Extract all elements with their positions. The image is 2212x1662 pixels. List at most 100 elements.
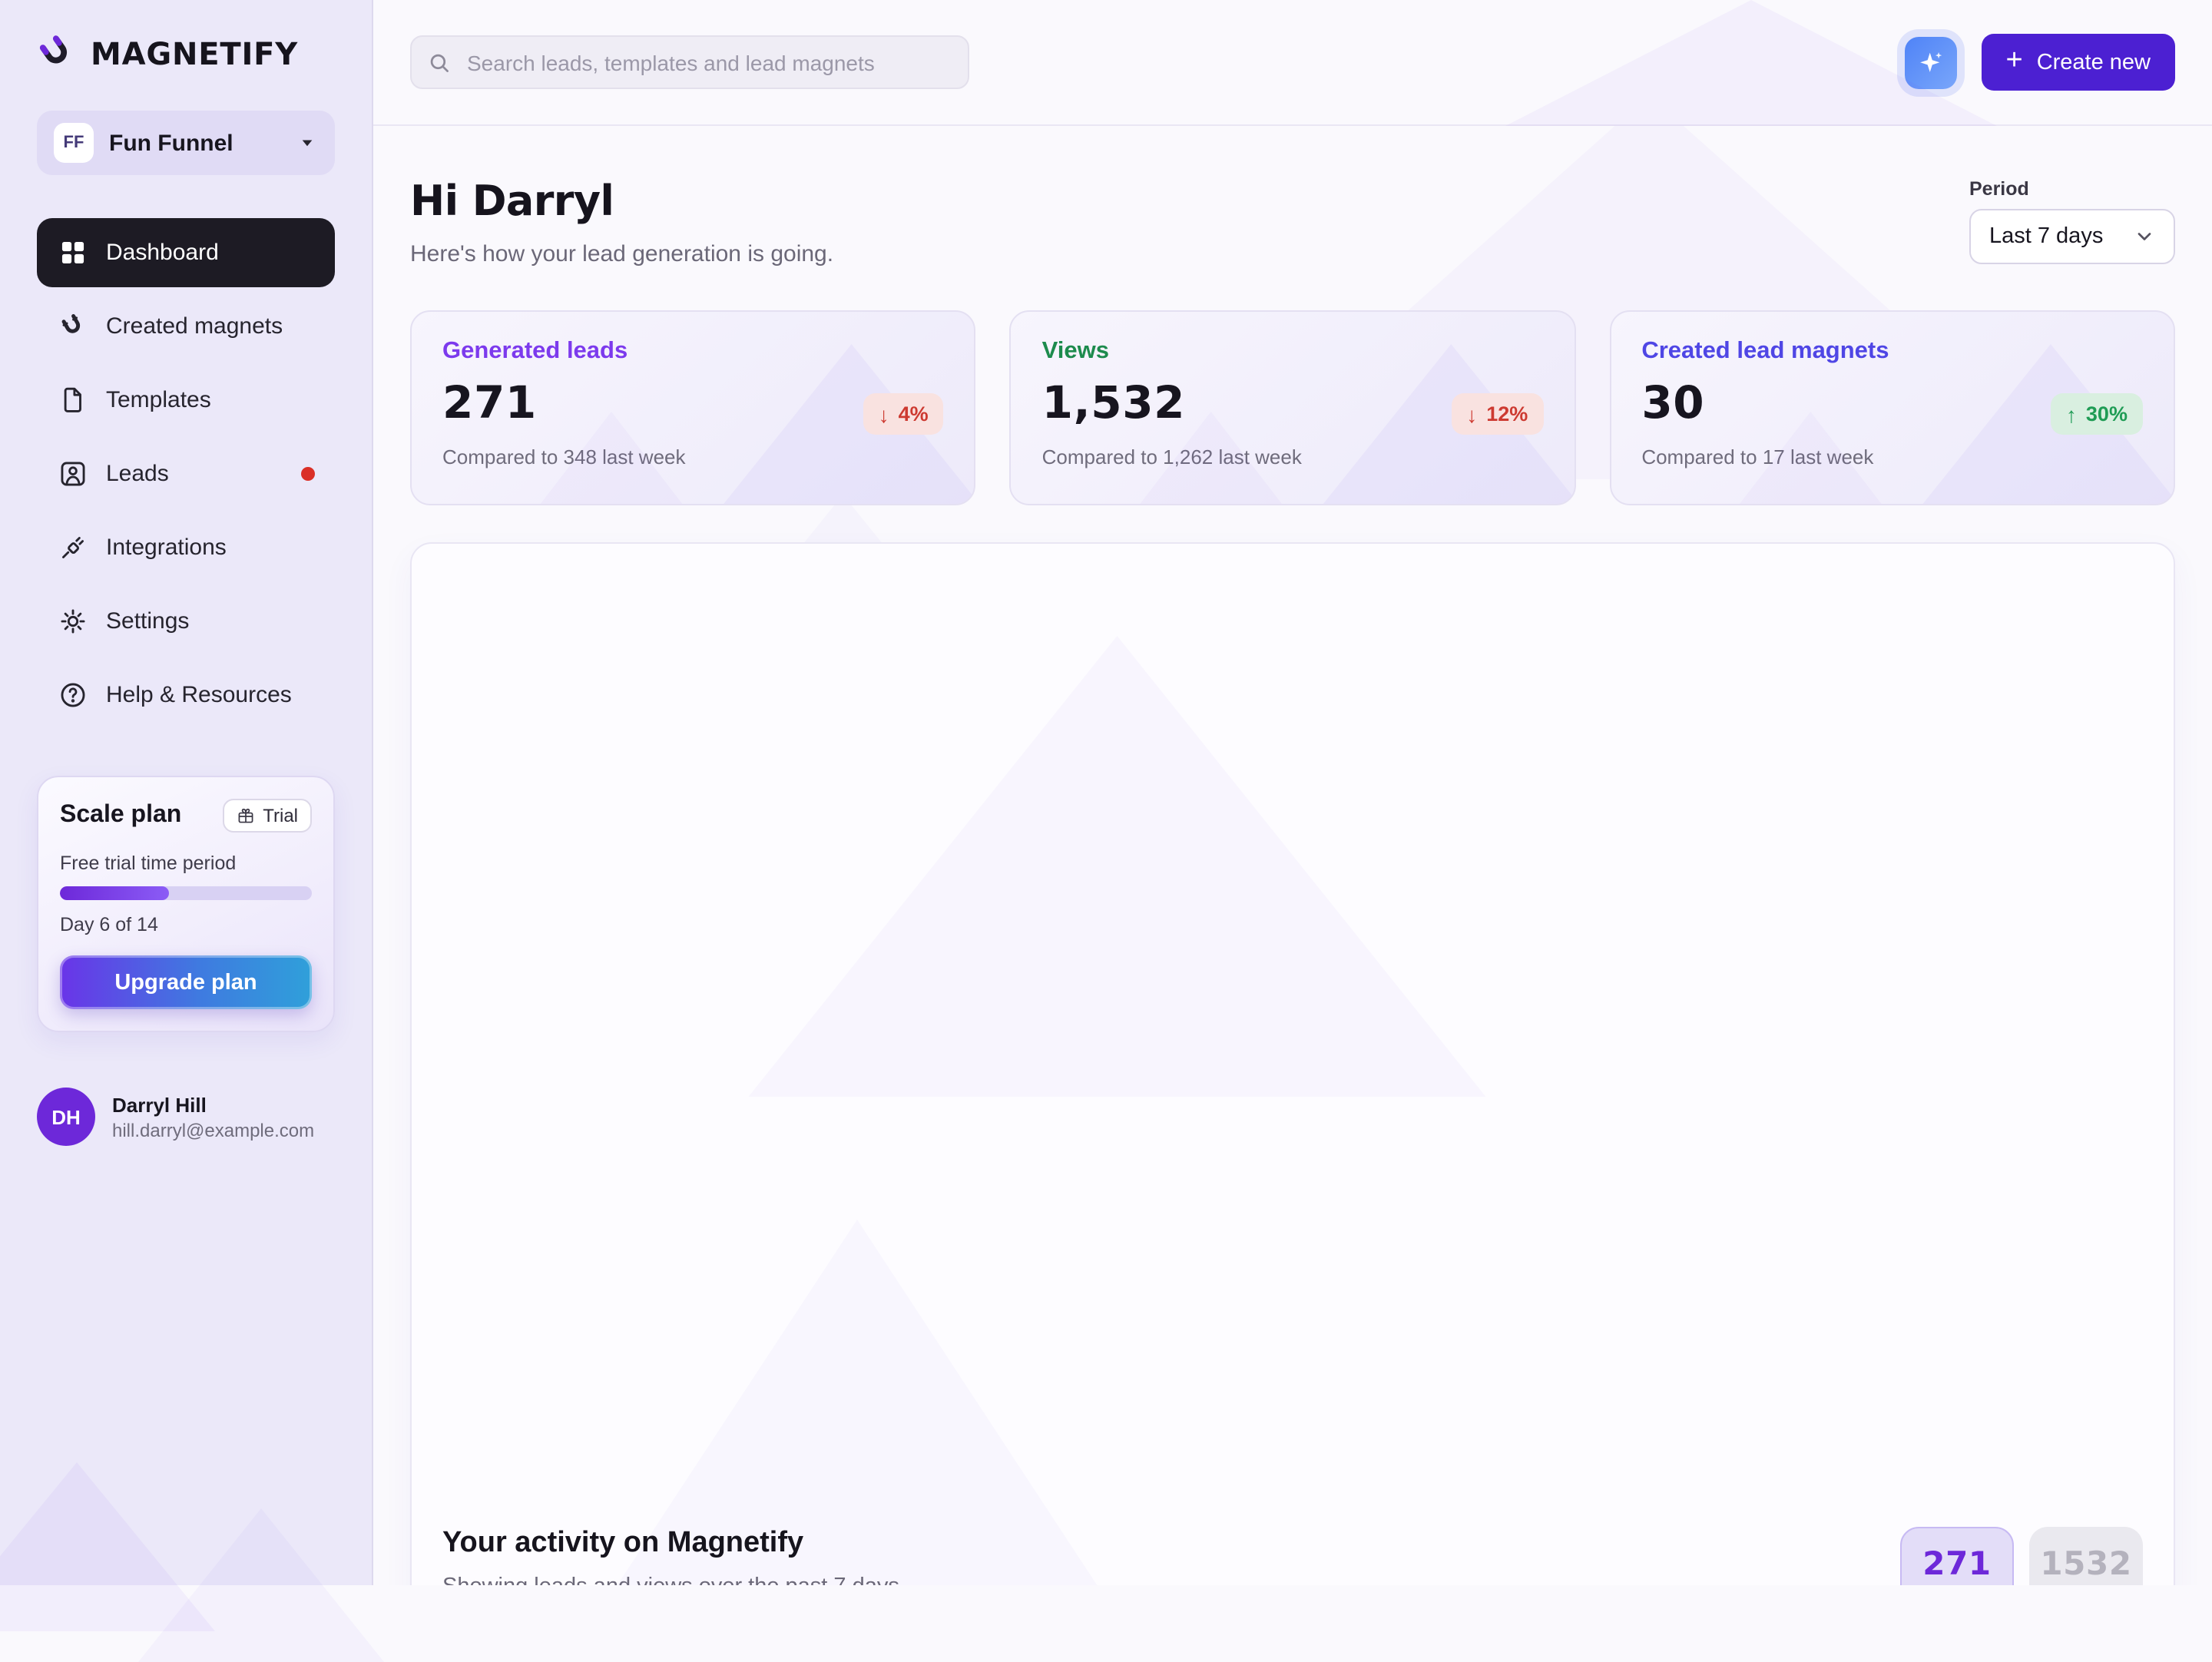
activity-chart-card: Your activity on Magnetify Showing leads… (410, 542, 2175, 1585)
trial-badge-label: Trial (263, 805, 298, 826)
period-label: Period (1969, 178, 2029, 200)
page-header: Hi Darryl Here's how your lead generatio… (410, 178, 2175, 267)
stat-card-views: Views 1,532 ↓ 12% Compared to 1,262 last… (1009, 310, 1576, 505)
app-logo: MAGNETIFY (37, 34, 335, 74)
main-area: + Create new Hi Darryl Here's how your l… (373, 0, 2212, 1585)
trial-badge: Trial (223, 799, 312, 833)
workspace-name: Fun Funnel (109, 130, 233, 156)
chevron-down-icon (296, 132, 318, 154)
gear-icon (57, 606, 88, 637)
topbar: + Create new (373, 0, 2212, 126)
stat-card-created-lead-magnets: Created lead magnets 30 ↑ 30% Compared t… (1609, 310, 2175, 505)
trial-progress-bar (60, 886, 312, 900)
plan-name: Scale plan (60, 802, 182, 828)
arrow-down-icon: ↓ (1466, 402, 1478, 426)
nav-label-help: Help & Resources (106, 682, 292, 708)
chart-series-toggles: 271 Leads 1532 Views (1900, 1527, 2143, 1585)
page-subtitle: Here's how your lead generation is going… (410, 241, 834, 267)
page-title: Hi Darryl (410, 178, 614, 226)
decorative-triangle (0, 1462, 215, 1631)
user-meta: Darryl Hill hill.darryl@example.com (112, 1093, 314, 1141)
sidebar: MAGNETIFY FF Fun Funnel Dashboard (0, 0, 384, 1662)
nav-label-integrations: Integrations (106, 535, 227, 561)
notification-dot (301, 467, 315, 481)
gift-icon (237, 806, 255, 825)
plus-icon: + (2005, 45, 2023, 77)
stat-value: 1,532 (1041, 376, 1186, 429)
leads-toggle-value: 271 (1922, 1545, 1992, 1582)
trial-progress-fill (60, 886, 169, 900)
stat-value: 30 (1641, 376, 1705, 429)
period-value: Last 7 days (1989, 224, 2104, 249)
stat-compare: Compared to 17 last week (1641, 445, 1874, 468)
id-card-icon (57, 459, 88, 489)
nav-label-leads: Leads (106, 461, 169, 487)
plug-icon (57, 532, 88, 563)
nav-label-dashboard: Dashboard (106, 240, 219, 266)
stat-card-generated-leads: Generated leads 271 ↓ 4% Compared to 348… (410, 310, 976, 505)
sidebar-item-dashboard[interactable]: Dashboard (37, 218, 335, 287)
app-window: MAGNETIFY FF Fun Funnel Dashboard (0, 0, 2212, 1585)
chart-title-block: Your activity on Magnetify Showing leads… (442, 1527, 906, 1585)
search-icon (427, 50, 452, 74)
stat-title: Generated leads (442, 338, 628, 364)
dashboard-content: Hi Darryl Here's how your lead generatio… (373, 126, 2212, 1585)
arrow-up-icon: ↑ (2065, 402, 2077, 426)
trial-period-label: Free trial time period (60, 853, 237, 874)
search-input[interactable] (464, 48, 952, 76)
chart-header: Your activity on Magnetify Showing leads… (442, 1527, 2143, 1585)
sidebar-item-help[interactable]: Help & Resources (37, 660, 335, 730)
trial-plan-card: Scale plan Trial Free trial time period (37, 776, 335, 1032)
nav-label-settings: Settings (106, 608, 190, 634)
chevron-down-icon (2134, 226, 2155, 247)
views-toggle-value: 1532 (2040, 1545, 2132, 1582)
sidebar-item-integrations[interactable]: Integrations (37, 513, 335, 582)
decorative-triangle (138, 1508, 384, 1662)
workspace-selector[interactable]: FF Fun Funnel (37, 111, 335, 175)
app-name: MAGNETIFY (91, 35, 299, 72)
user-name: Darryl Hill (112, 1093, 207, 1116)
nav-label-templates: Templates (106, 387, 211, 413)
search-input-wrapper (410, 35, 969, 89)
stat-change-value: 30% (2085, 402, 2128, 425)
sparkle-button[interactable] (1904, 36, 1957, 88)
workspace-initials-badge: FF (54, 123, 94, 163)
sparkle-icon (1916, 48, 1944, 76)
stat-change-badge: ↓ 12% (1451, 393, 1544, 435)
sidebar-item-leads[interactable]: Leads (37, 439, 335, 508)
create-new-button[interactable]: + Create new (1981, 34, 2175, 91)
sidebar-item-templates[interactable]: Templates (37, 366, 335, 435)
avatar: DH (37, 1088, 95, 1146)
user-profile[interactable]: DH Darryl Hill hill.darryl@example.com (37, 1088, 335, 1146)
greeting-block: Hi Darryl Here's how your lead generatio… (410, 178, 833, 267)
stat-compare: Compared to 348 last week (442, 445, 686, 468)
stats-row: Generated leads 271 ↓ 4% Compared to 348… (410, 310, 2175, 505)
stat-compare: Compared to 1,262 last week (1041, 445, 1302, 468)
stat-change-value: 12% (1486, 402, 1528, 425)
stat-change-badge: ↑ 30% (2050, 393, 2143, 435)
topbar-actions: + Create new (1904, 34, 2175, 91)
magnet-icon (57, 311, 88, 342)
period-select[interactable]: Last 7 days (1969, 209, 2175, 264)
stat-value: 271 (442, 376, 537, 429)
period-block: Period Last 7 days (1969, 178, 2175, 264)
chart-title: Your activity on Magnetify (442, 1527, 804, 1559)
stat-change-value: 4% (898, 402, 929, 425)
user-email: hill.darryl@example.com (112, 1119, 315, 1141)
trial-day-label: Day 6 of 14 (60, 914, 158, 935)
dashboard-grid-icon (57, 237, 88, 268)
decorative-triangle (749, 636, 1486, 1097)
sidebar-item-created-magnets[interactable]: Created magnets (37, 292, 335, 361)
sidebar-item-settings[interactable]: Settings (37, 587, 335, 656)
leads-toggle[interactable]: 271 Leads (1900, 1527, 2014, 1585)
views-toggle[interactable]: 1532 Views (2029, 1527, 2143, 1585)
stat-change-badge: ↓ 4% (863, 393, 944, 435)
chart-subtitle: Showing leads and views over the past 7 … (442, 1574, 906, 1585)
stat-title: Views (1041, 338, 1109, 364)
upgrade-plan-button[interactable]: Upgrade plan (60, 955, 312, 1009)
document-icon (57, 385, 88, 416)
nav-label-created-magnets: Created magnets (106, 313, 283, 339)
stat-title: Created lead magnets (1641, 338, 1889, 364)
help-circle-icon (57, 680, 88, 710)
magnet-logo-icon (37, 34, 77, 74)
